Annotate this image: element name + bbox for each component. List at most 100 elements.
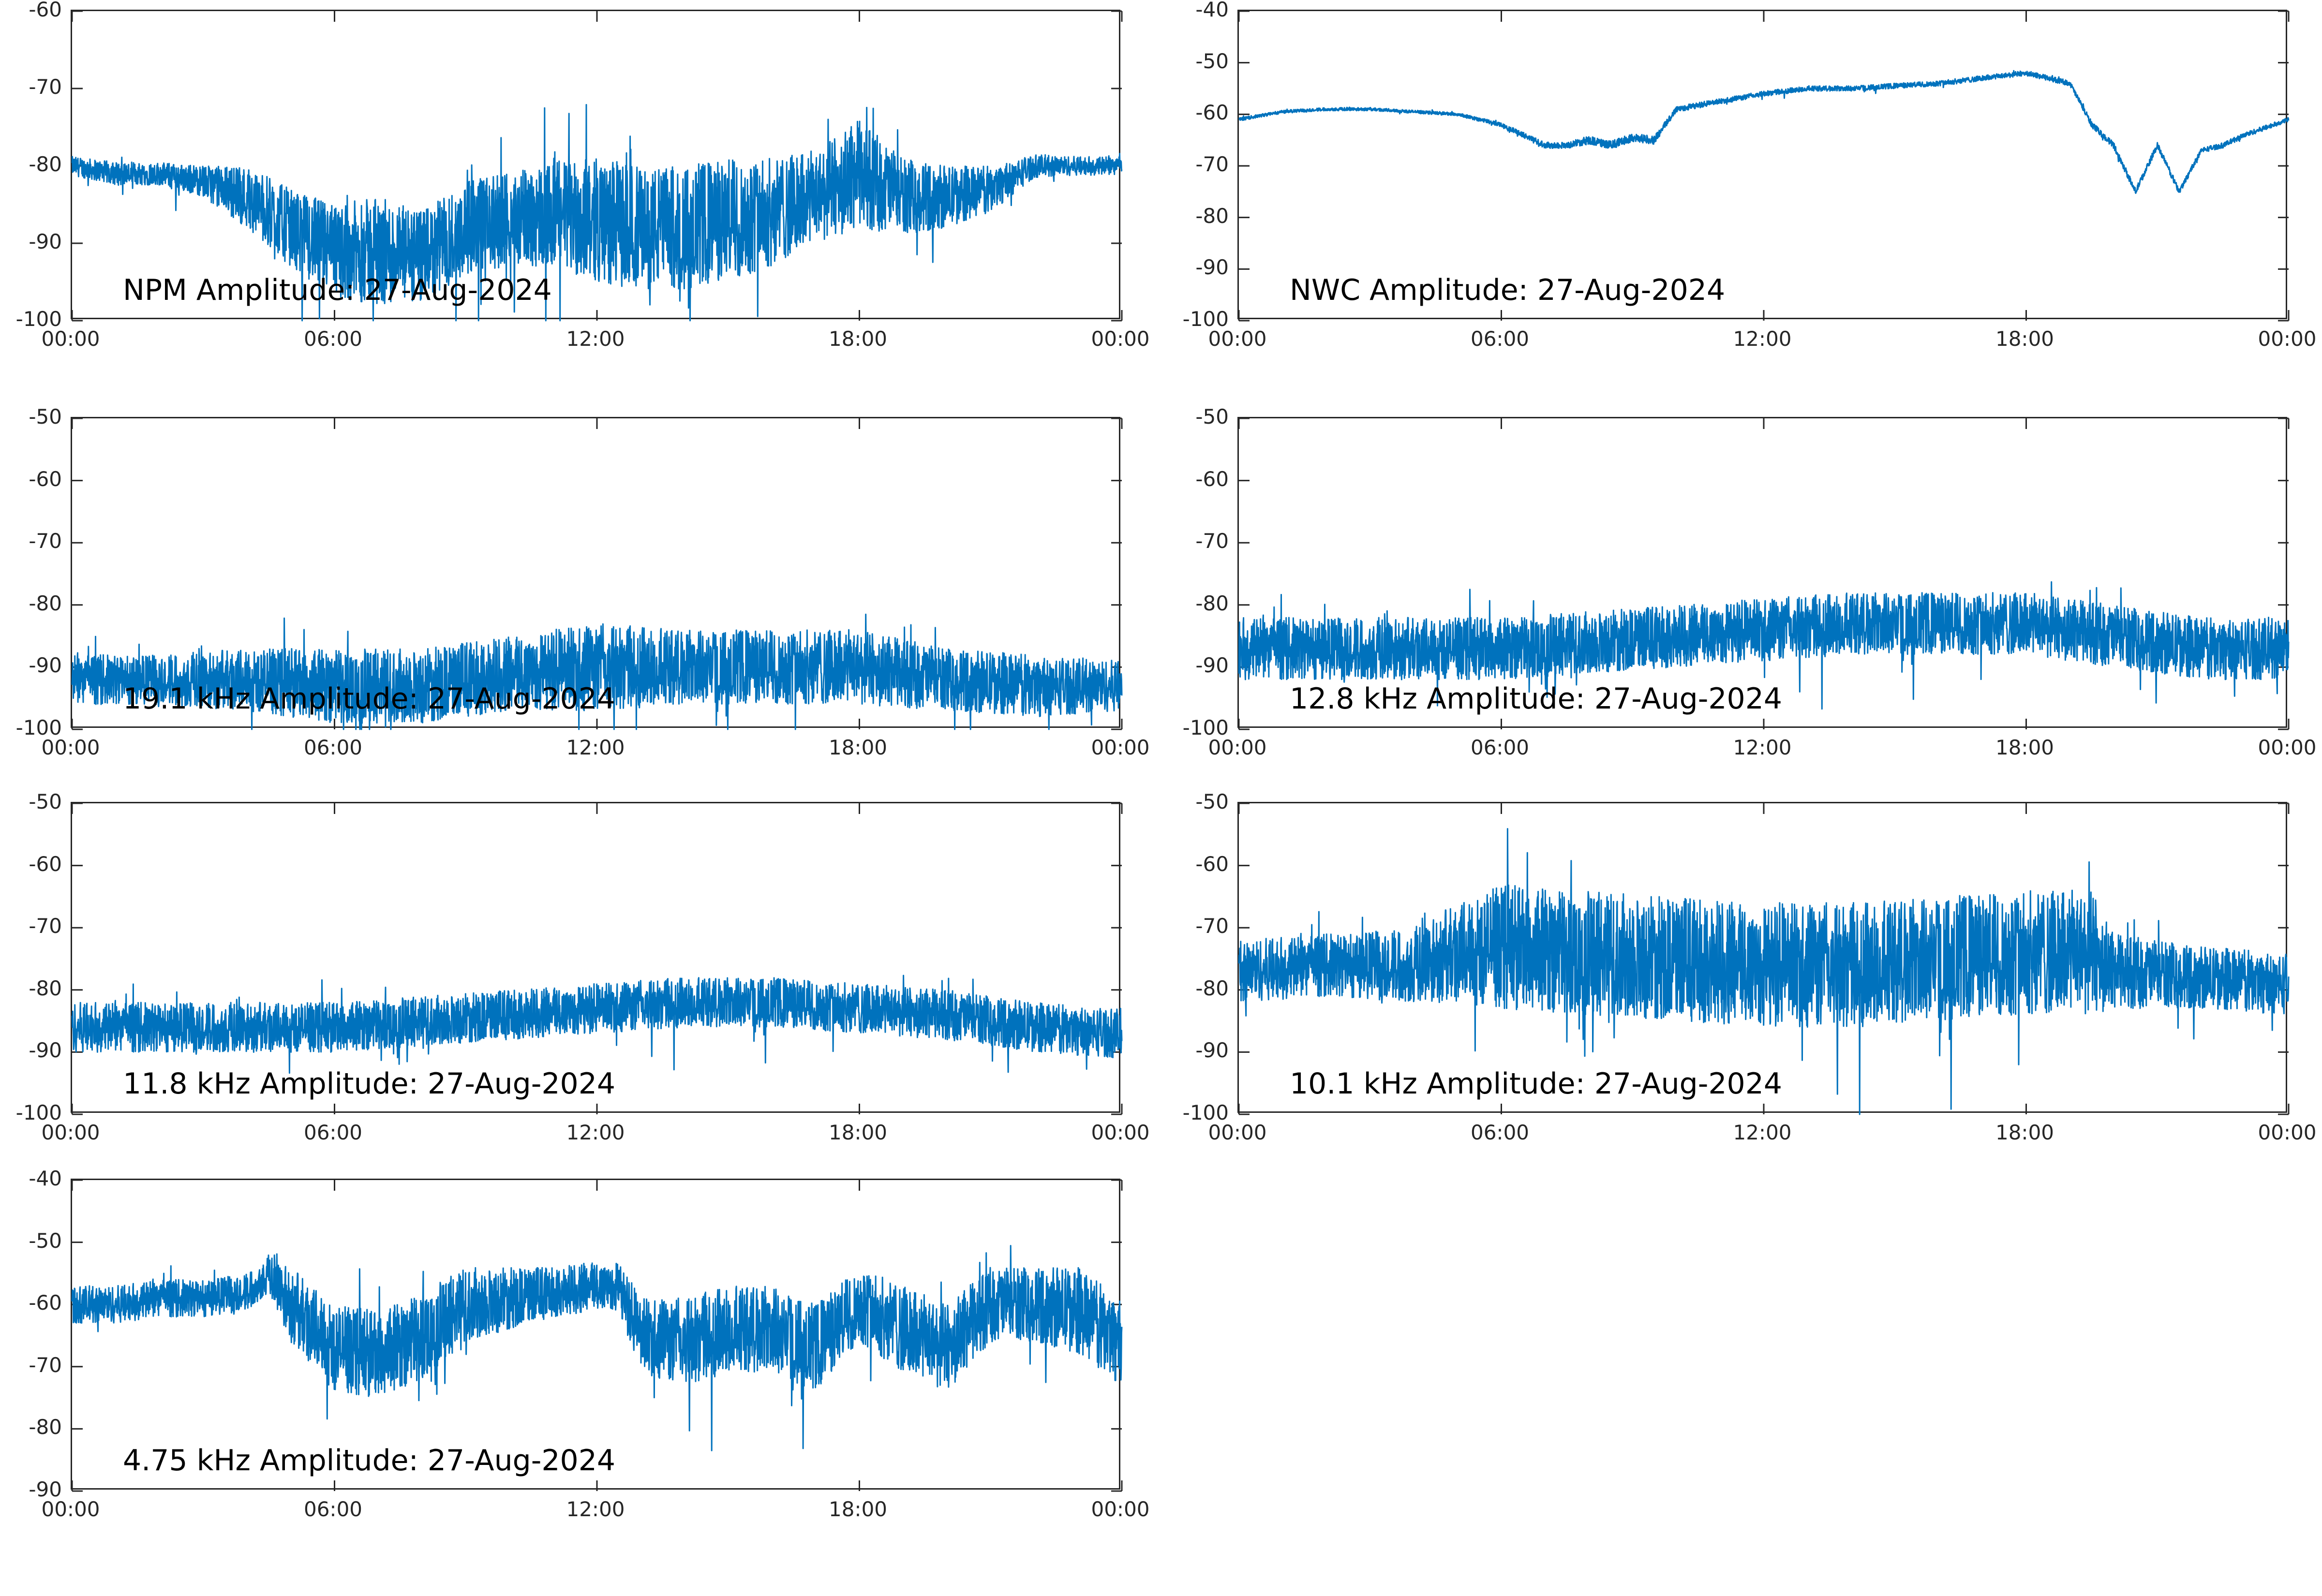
y-tick-label: -60 [29, 467, 62, 491]
y-tick-label: -80 [29, 591, 62, 615]
y-tick-label: -70 [1195, 914, 1229, 938]
x-tick-label: 18:00 [828, 736, 888, 759]
y-tick-label: -80 [1195, 976, 1229, 1000]
x-tick-label: 00:00 [1208, 327, 1267, 351]
x-tick-label: 00:00 [1208, 736, 1267, 759]
y-tick-label: -100 [1182, 1101, 1229, 1124]
y-tick-label: -90 [1195, 1038, 1229, 1063]
plot-area [1237, 417, 2290, 730]
y-tick-label: -50 [1195, 405, 1229, 429]
x-tick-label: 12:00 [1733, 327, 1792, 351]
x-tick-label: 18:00 [828, 1121, 888, 1144]
y-tick-label: -80 [1195, 591, 1229, 615]
x-tick-label: 00:00 [1091, 1121, 1150, 1144]
y-tick-label: -60 [29, 852, 62, 876]
y-tick-label: -80 [29, 152, 62, 176]
y-tick-label: -70 [1195, 152, 1229, 176]
y-tick-label: -40 [29, 1167, 62, 1190]
chart-title: NPM Amplitude: 27-Aug-2024 [123, 273, 552, 307]
x-tick-label: 18:00 [828, 327, 888, 351]
y-tick-label: -100 [1182, 716, 1229, 739]
y-tick-label: -90 [29, 1478, 62, 1501]
x-tick-label: 18:00 [1995, 736, 2054, 759]
x-tick-label: 00:00 [2258, 1121, 2317, 1144]
chart-title: 4.75 kHz Amplitude: 27-Aug-2024 [123, 1444, 616, 1478]
y-tick-label: -70 [29, 1353, 62, 1377]
x-tick-label: 06:00 [303, 1121, 363, 1144]
x-tick-label: 12:00 [566, 1121, 625, 1144]
chart-title: NWC Amplitude: 27-Aug-2024 [1290, 273, 1726, 307]
plot-svg [71, 1179, 1123, 1492]
x-tick-label: 12:00 [566, 736, 625, 759]
x-tick-label: 00:00 [1091, 736, 1150, 759]
y-tick-label: -100 [15, 716, 62, 739]
y-tick-label: -90 [29, 653, 62, 678]
plot-area [71, 1179, 1123, 1492]
y-tick-label: -90 [29, 230, 62, 253]
x-tick-label: 12:00 [1733, 1121, 1792, 1144]
y-tick-label: -70 [1195, 529, 1229, 553]
y-tick-label: -70 [29, 75, 62, 99]
series-line [71, 1245, 1123, 1451]
y-tick-label: -60 [29, 0, 62, 21]
x-tick-label: 00:00 [1091, 1497, 1150, 1521]
x-tick-label: 18:00 [828, 1497, 888, 1521]
series-line [71, 104, 1123, 322]
y-tick-label: -100 [15, 307, 62, 331]
y-tick-label: -80 [29, 976, 62, 1000]
y-tick-label: -60 [1195, 852, 1229, 876]
series-line [71, 613, 1123, 730]
y-tick-label: -100 [1182, 307, 1229, 331]
y-tick-label: -50 [1195, 49, 1229, 73]
series-line [1238, 581, 2290, 710]
y-tick-label: -50 [1195, 790, 1229, 813]
y-tick-label: -80 [29, 1415, 62, 1439]
x-tick-label: 00:00 [41, 736, 100, 759]
x-tick-label: 06:00 [303, 327, 363, 351]
plot-area [1237, 802, 2290, 1115]
series-line [71, 975, 1123, 1074]
y-tick-label: -50 [29, 405, 62, 429]
chart-title: 12.8 kHz Amplitude: 27-Aug-2024 [1290, 682, 1783, 716]
chart-title: 19.1 kHz Amplitude: 27-Aug-2024 [123, 682, 616, 716]
plot-area [71, 10, 1123, 322]
plot-svg [1238, 802, 2290, 1115]
x-tick-label: 06:00 [1470, 1121, 1530, 1144]
y-tick-label: -90 [29, 1038, 62, 1063]
chart-title: 10.1 kHz Amplitude: 27-Aug-2024 [1290, 1067, 1783, 1101]
x-tick-label: 12:00 [566, 1497, 625, 1521]
x-tick-label: 18:00 [1995, 1121, 2054, 1144]
x-tick-label: 00:00 [1091, 327, 1150, 351]
x-tick-label: 06:00 [303, 736, 363, 759]
x-tick-label: 12:00 [1733, 736, 1792, 759]
plot-area [1237, 10, 2290, 322]
x-tick-label: 06:00 [1470, 736, 1530, 759]
y-tick-label: -50 [29, 790, 62, 813]
y-tick-label: -90 [1195, 653, 1229, 678]
plot-svg [71, 10, 1123, 322]
y-tick-label: -70 [29, 529, 62, 553]
y-tick-label: -70 [29, 914, 62, 938]
y-tick-label: -60 [1195, 467, 1229, 491]
y-tick-label: -60 [29, 1291, 62, 1315]
y-tick-label: -100 [15, 1101, 62, 1124]
x-tick-label: 00:00 [2258, 736, 2317, 759]
x-tick-label: 00:00 [41, 1121, 100, 1144]
plot-area [71, 802, 1123, 1115]
x-tick-label: 06:00 [303, 1497, 363, 1521]
x-tick-label: 18:00 [1995, 327, 2054, 351]
y-tick-label: -40 [1195, 0, 1229, 21]
y-tick-label: -50 [29, 1228, 62, 1253]
x-tick-label: 00:00 [41, 327, 100, 351]
plot-svg [71, 802, 1123, 1115]
chart-title: 11.8 kHz Amplitude: 27-Aug-2024 [123, 1067, 616, 1101]
x-tick-label: 00:00 [41, 1497, 100, 1521]
x-tick-label: 00:00 [2258, 327, 2317, 351]
plot-svg [1238, 10, 2290, 322]
y-tick-label: -60 [1195, 101, 1229, 125]
x-tick-label: 00:00 [1208, 1121, 1267, 1144]
plot-svg [71, 417, 1123, 730]
plot-svg [1238, 417, 2290, 730]
x-tick-label: 06:00 [1470, 327, 1530, 351]
